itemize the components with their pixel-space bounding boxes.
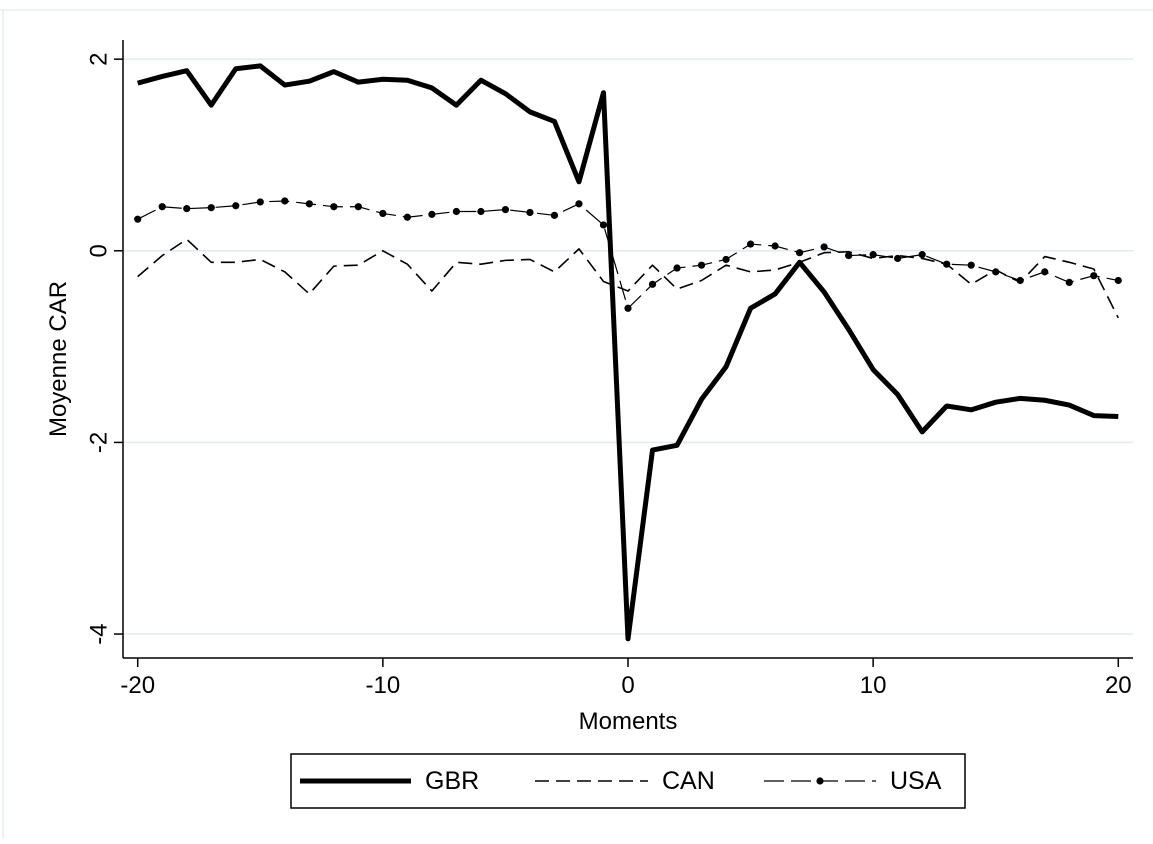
data-point-usa [943, 260, 951, 268]
data-point-usa [869, 251, 877, 259]
legend-marker-usa [816, 777, 824, 785]
data-point-usa [158, 203, 166, 211]
data-point-usa [771, 242, 779, 250]
data-point-usa [379, 209, 387, 218]
data-point-usa [183, 205, 191, 213]
data-point-usa [428, 210, 436, 218]
y-tick-label: 0 [86, 244, 113, 257]
data-point-usa [305, 200, 313, 208]
data-point-usa [281, 197, 289, 205]
data-point-usa [256, 198, 264, 206]
y-axis-label: Moyenne CAR [45, 281, 72, 437]
data-point-usa [648, 280, 657, 288]
data-point-usa [918, 251, 926, 259]
series-line-gbr [137, 63, 1119, 642]
x-tick-label: -20 [120, 672, 155, 699]
legend-label-gbr: GBR [425, 767, 479, 795]
series-lines [134, 63, 1122, 642]
data-point-usa [1065, 278, 1073, 287]
data-point-usa [550, 211, 559, 219]
x-tick-label: 20 [1105, 672, 1132, 699]
data-point-usa [575, 200, 583, 208]
data-point-usa [232, 202, 240, 210]
y-tick-label: -2 [86, 432, 113, 453]
data-point-usa [526, 208, 534, 217]
data-point-usa [403, 213, 411, 221]
x-ticks: -20 -10 0 10 20 [120, 658, 1132, 699]
data-point-usa [1114, 276, 1122, 285]
legend: GBR CAN USA [290, 753, 966, 809]
data-point-usa [1041, 268, 1049, 276]
data-point-usa [1090, 272, 1098, 280]
data-point-usa [477, 207, 485, 216]
data-point-usa [845, 251, 853, 260]
x-axis-label: Moments [579, 708, 678, 735]
y-tick-label: 2 [86, 52, 113, 65]
data-point-usa [746, 240, 755, 248]
x-tick-label: -10 [366, 672, 401, 699]
data-point-usa [697, 261, 706, 269]
data-point-usa [796, 249, 804, 257]
data-point-usa [673, 264, 681, 272]
data-point-usa [599, 221, 608, 229]
series-line-can [137, 238, 1120, 319]
data-point-usa [207, 204, 215, 212]
data-point-usa [967, 261, 975, 269]
data-point-usa [1016, 276, 1024, 285]
x-tick-label: 0 [621, 672, 634, 699]
data-point-usa [820, 243, 828, 251]
data-point-usa [452, 207, 460, 216]
legend-label-usa: USA [890, 767, 942, 795]
legend-label-can: CAN [662, 767, 715, 795]
data-point-usa [134, 215, 142, 223]
y-tick-label: -4 [86, 623, 113, 644]
y-ticks: -4 -2 0 2 [86, 52, 123, 645]
data-point-usa [624, 304, 632, 312]
data-point-usa [722, 255, 730, 264]
x-tick-label: 10 [860, 672, 887, 699]
data-point-usa [330, 203, 338, 211]
data-point-usa [354, 203, 362, 211]
data-point-usa [894, 254, 902, 263]
data-point-usa [501, 205, 510, 214]
data-point-usa [992, 268, 1000, 276]
